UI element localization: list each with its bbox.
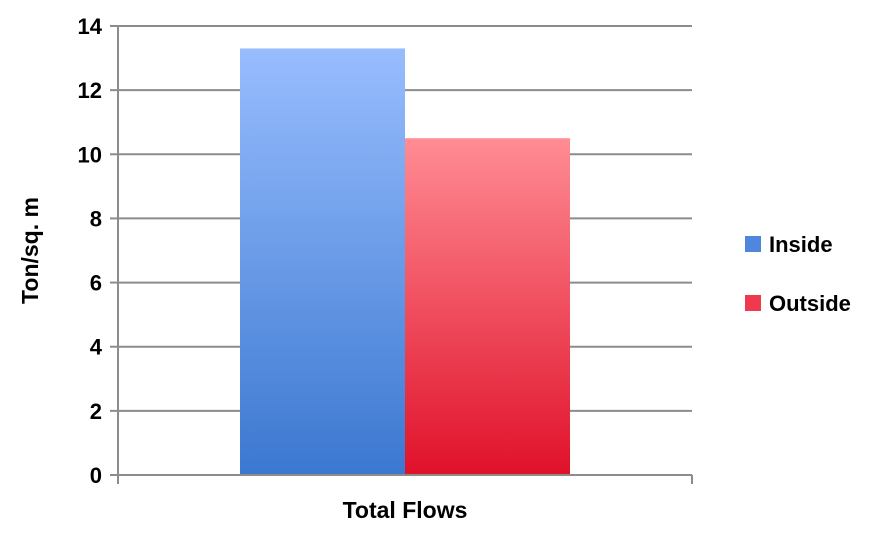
x-tick-label: Total Flows <box>343 497 468 523</box>
legend: Inside Outside <box>745 232 851 316</box>
x-tick-labels: Total Flows <box>343 497 468 523</box>
y-tick-label: 6 <box>90 271 102 296</box>
legend-swatch-outside <box>745 295 761 311</box>
y-tick-labels: 0 2 4 6 8 10 12 14 <box>78 14 103 488</box>
legend-swatch-inside <box>745 236 761 252</box>
bar-inside <box>240 48 405 475</box>
y-tick-label: 0 <box>90 463 102 488</box>
y-tick-label: 2 <box>90 399 102 424</box>
y-tick-label: 10 <box>78 142 102 167</box>
legend-label-inside: Inside <box>769 232 833 257</box>
axes <box>110 25 693 484</box>
y-tick-label: 12 <box>78 78 102 103</box>
y-tick-label: 4 <box>90 335 103 360</box>
bars <box>240 48 570 475</box>
y-axis-title: Ton/sq. m <box>17 197 43 304</box>
bar-outside <box>405 138 570 475</box>
y-tick-label: 14 <box>78 14 103 39</box>
legend-label-outside: Outside <box>769 291 851 316</box>
y-tick-label: 8 <box>90 206 102 231</box>
